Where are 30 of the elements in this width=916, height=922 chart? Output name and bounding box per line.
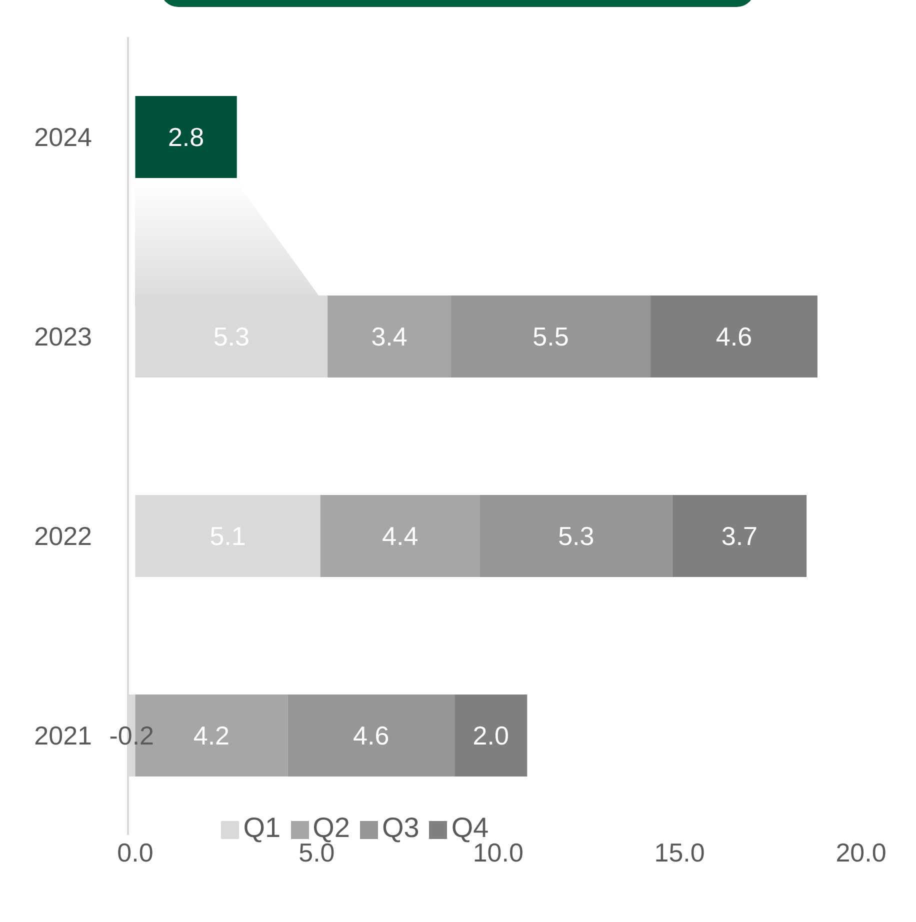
bar [135,96,237,178]
y-tick-label: 2023 [34,321,92,352]
y-tick-label: 2021 [34,720,92,750]
data-label: -0.2 [109,720,154,750]
x-tick-label: 20.0 [836,837,886,868]
data-label: 4.2 [193,720,230,750]
bar [650,296,818,378]
data-label: 2.8 [168,122,204,152]
bar [320,495,480,577]
bar [288,694,455,776]
data-label: 4.4 [382,521,418,551]
legend-label: Q1 [243,812,281,843]
y-tick-label: 2024 [34,122,92,152]
y-tick-label: 2022 [34,520,92,551]
x-tick-label: 15.0 [654,837,705,868]
bar [480,495,672,577]
data-label: 3.7 [721,521,758,551]
data-label: 3.4 [371,322,408,352]
data-label: 4.6 [353,720,390,750]
bar [450,296,651,378]
bar [672,495,807,577]
bar [454,694,528,776]
bar [328,296,451,378]
data-label: 5.5 [532,322,569,352]
data-label: 4.6 [716,322,752,352]
legend-label: Q3 [382,812,420,843]
bar [135,495,320,577]
x-tick-label: 0.0 [117,837,154,868]
data-label: 5.3 [558,521,594,551]
data-label: 2.0 [472,720,509,750]
